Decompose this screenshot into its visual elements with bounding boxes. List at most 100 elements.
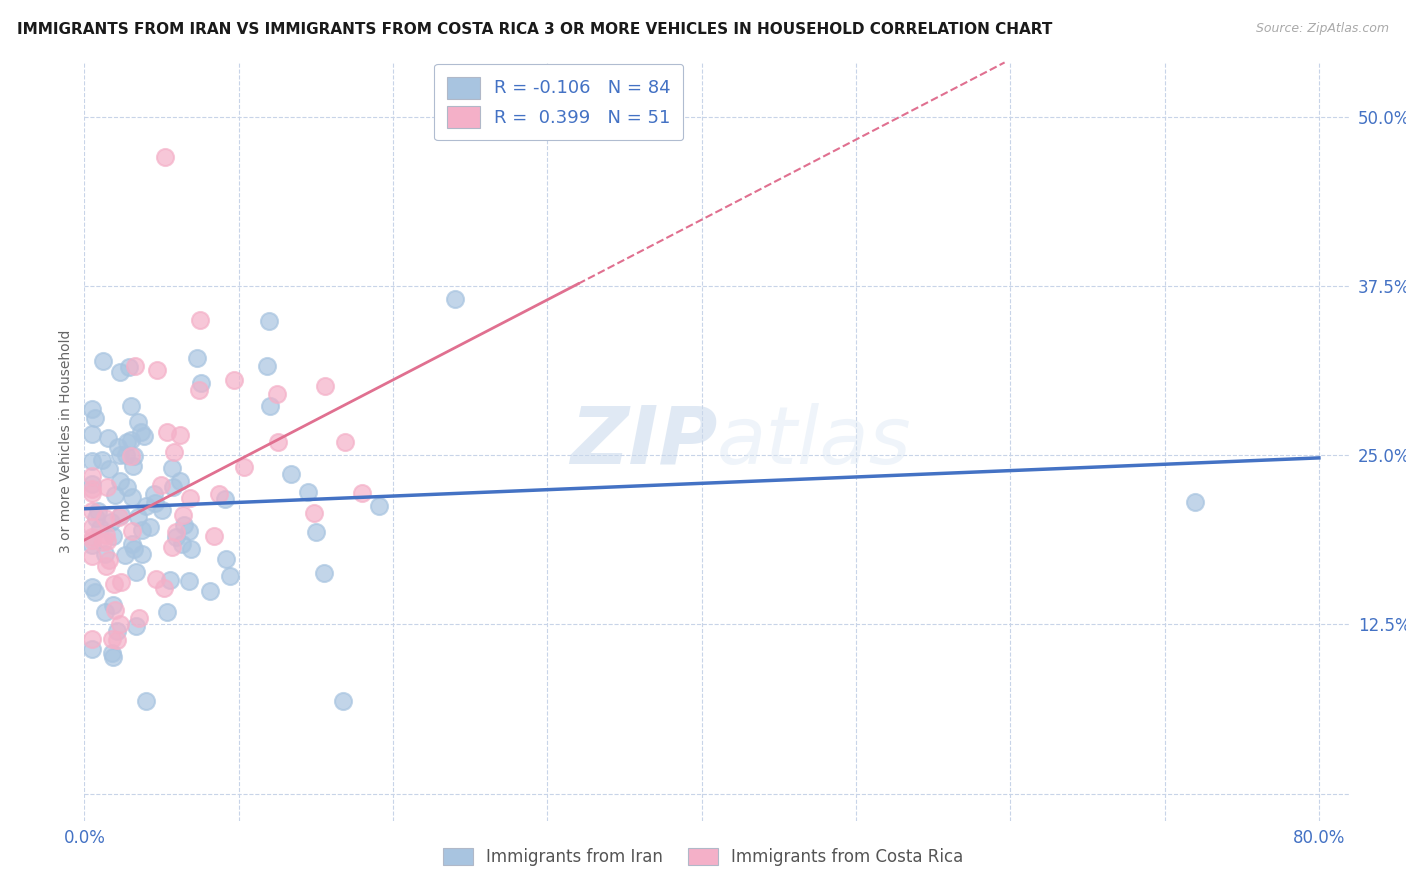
Point [84, 584, 107, 599]
Text: Source: ZipAtlas.com: Source: ZipAtlas.com [1256, 22, 1389, 36]
Point [259, 314, 281, 328]
Point [80, 401, 103, 416]
Point [114, 548, 136, 562]
Point [104, 603, 127, 617]
Point [165, 530, 187, 544]
Point [80, 581, 103, 595]
Point [80, 538, 103, 552]
Point [96, 480, 118, 494]
Point [233, 460, 256, 475]
Point [280, 467, 302, 482]
Point [127, 509, 149, 524]
Point [162, 540, 184, 554]
Text: ZIP: ZIP [569, 402, 717, 481]
Point [152, 581, 174, 595]
Point [172, 508, 194, 522]
Point [80, 530, 103, 544]
Point [108, 365, 131, 379]
Point [165, 525, 187, 540]
Point [110, 448, 132, 462]
Point [215, 552, 238, 566]
Point [115, 435, 138, 450]
Point [96, 558, 118, 573]
Point [145, 573, 167, 587]
Point [104, 488, 127, 502]
Point [127, 415, 149, 429]
Point [150, 478, 173, 492]
Point [110, 574, 132, 589]
Point [114, 448, 136, 462]
Point [120, 434, 142, 448]
Point [190, 376, 212, 391]
Point [169, 428, 191, 442]
Point [80, 483, 103, 497]
Point [142, 487, 165, 501]
Point [135, 499, 157, 513]
Point [87, 504, 110, 518]
Point [132, 429, 155, 443]
Point [162, 480, 184, 494]
Point [107, 510, 129, 524]
Point [143, 496, 166, 510]
Point [105, 632, 128, 647]
Point [94, 511, 117, 525]
Point [224, 372, 246, 386]
Point [125, 619, 148, 633]
Point [202, 529, 225, 543]
Point [219, 568, 242, 582]
Point [94, 528, 117, 542]
Point [80, 476, 103, 491]
Point [80, 485, 103, 500]
Point [98, 553, 121, 567]
Point [97, 431, 120, 445]
Point [120, 449, 142, 463]
Point [101, 646, 124, 660]
Point [173, 518, 195, 533]
Point [131, 425, 153, 439]
Point [207, 486, 229, 500]
Point [110, 508, 132, 522]
Point [98, 462, 121, 476]
Point [186, 351, 208, 366]
Point [96, 534, 118, 549]
Point [177, 574, 200, 589]
Point [80, 641, 103, 656]
Point [443, 293, 465, 307]
Point [160, 461, 183, 475]
Point [314, 566, 336, 580]
Point [297, 485, 319, 500]
Point [110, 617, 132, 632]
Point [80, 504, 103, 518]
Point [84, 410, 107, 425]
Point [150, 503, 173, 517]
Point [80, 426, 103, 441]
Point [1184, 495, 1206, 509]
Point [367, 499, 389, 513]
Point [159, 573, 181, 587]
Point [169, 474, 191, 488]
Point [146, 363, 169, 377]
Point [80, 549, 103, 564]
Point [91, 453, 114, 467]
Point [156, 425, 179, 439]
Text: IMMIGRANTS FROM IRAN VS IMMIGRANTS FROM COSTA RICA 3 OR MORE VEHICLES IN HOUSEHO: IMMIGRANTS FROM IRAN VS IMMIGRANTS FROM … [17, 22, 1052, 37]
Point [103, 577, 125, 591]
Point [267, 434, 290, 449]
Point [131, 524, 153, 538]
Point [122, 459, 145, 474]
Point [177, 524, 200, 539]
Point [117, 480, 139, 494]
Point [121, 537, 143, 551]
Text: atlas: atlas [717, 402, 912, 481]
Point [80, 520, 103, 534]
Y-axis label: 3 or more Vehicles in Household: 3 or more Vehicles in Household [59, 330, 73, 553]
Point [91, 354, 114, 368]
Point [100, 632, 122, 646]
Point [121, 490, 143, 504]
Point [80, 533, 103, 547]
Point [125, 565, 148, 579]
Point [198, 584, 221, 599]
Point [188, 312, 211, 326]
Point [101, 598, 124, 612]
Point [101, 649, 124, 664]
